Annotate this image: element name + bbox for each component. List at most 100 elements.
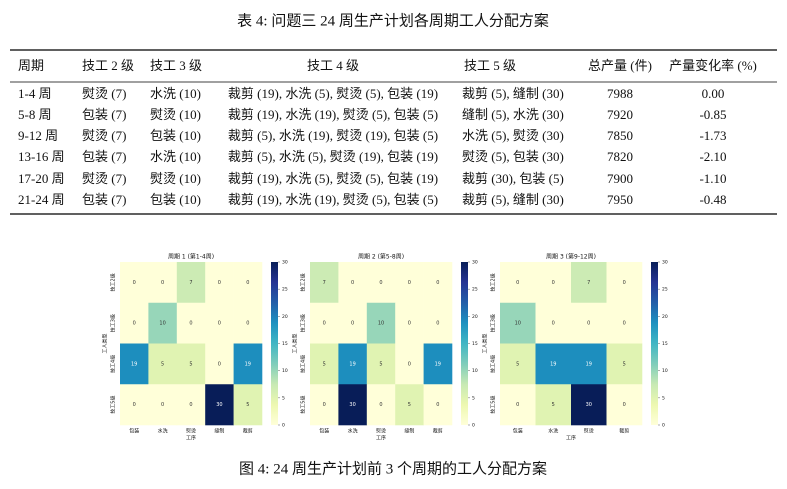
heatmap-cell — [338, 302, 368, 344]
cell-label: 0 — [623, 280, 626, 286]
x-tick-label: 裁剪 — [619, 428, 629, 435]
table-header-cell: 技工 5 级 — [464, 58, 516, 73]
cell-label: 30 — [216, 402, 222, 408]
heatmap-cell — [500, 384, 536, 426]
heatmap-cell — [395, 343, 424, 385]
table-header-cell: 技工 4 级 — [307, 58, 359, 73]
table-cell: 7988 — [607, 86, 633, 101]
table-cell: 熨烫 (7) — [82, 86, 126, 101]
colorbar-tick-label: 30 — [472, 260, 478, 266]
cell-label: 0 — [133, 321, 136, 327]
heatmap-cell — [366, 384, 396, 426]
y-axis-label: 工人类型 — [482, 333, 489, 353]
heatmap-cell — [120, 302, 149, 344]
heatmap-cell — [176, 343, 206, 385]
cell-label: 0 — [351, 321, 354, 327]
table-cell: 17-20 周 — [18, 171, 65, 186]
table-cell: 裁剪 (19), 水洗 (19), 熨烫 (5), 包装 (5) — [228, 107, 438, 122]
heatmap-cell — [423, 343, 453, 385]
figure-caption: 图 4: 24 周生产计划前 3 个周期的工人分配方案 — [239, 459, 547, 477]
heatmap-cell — [233, 384, 263, 426]
table-caption: 表 4: 问题三 24 周生产计划各周期工人分配方案 — [237, 11, 549, 29]
heatmap-cell — [205, 302, 234, 344]
cell-label: 0 — [218, 361, 221, 367]
table-cell: 13-16 周 — [18, 149, 65, 164]
table-cell: 1-4 周 — [18, 86, 52, 101]
cell-label: 0 — [161, 280, 164, 286]
heatmap-cell — [571, 343, 607, 385]
table-cell: 水洗 (10) — [150, 149, 201, 164]
table-cell: 包装 (7) — [82, 192, 126, 207]
table-cell: 裁剪 (5), 缝制 (30) — [462, 192, 564, 207]
y-tick-label: 技工4级 — [300, 355, 307, 373]
x-tick-label: 包装 — [319, 428, 329, 435]
table-cell: 7820 — [607, 149, 633, 164]
colorbar-tick-label: 5 — [472, 395, 475, 401]
heatmap-cell — [571, 302, 607, 344]
table-cell: 裁剪 (5), 水洗 (19), 熨烫 (19), 包装 (5) — [228, 128, 438, 143]
x-tick-label: 熨烫 — [584, 428, 594, 435]
x-tick-label: 熨烫 — [376, 428, 386, 435]
y-tick-label: 技工5级 — [300, 396, 307, 414]
x-tick-label: 包装 — [129, 428, 139, 435]
cell-label: 0 — [379, 280, 382, 286]
cell-label: 5 — [161, 361, 164, 367]
colorbar-tick-label: 20 — [282, 314, 288, 320]
heatmap-cell — [606, 302, 643, 344]
table-cell: 包装 (7) — [82, 107, 126, 122]
heatmap-cell — [176, 384, 206, 426]
x-axis-label: 工序 — [376, 435, 386, 442]
table-cell: 熨烫 (10) — [150, 107, 201, 122]
table-cell: 裁剪 (19), 水洗 (5), 熨烫 (5), 包装 (19) — [228, 86, 438, 101]
x-tick-label: 包装 — [513, 428, 523, 435]
y-tick-label: 技工5级 — [490, 396, 497, 414]
table-cell: 包装 (10) — [150, 192, 201, 207]
table-header-cell: 周期 — [18, 58, 44, 73]
colorbar — [651, 262, 658, 425]
colorbar-tick-label: 0 — [662, 423, 665, 429]
heatmap-cell — [395, 302, 424, 344]
colorbar — [461, 262, 468, 425]
colorbar-tick-label: 15 — [472, 341, 478, 347]
heatmap-cell — [535, 343, 572, 385]
x-tick-label: 缝制 — [214, 428, 224, 435]
heatmap-cell — [366, 302, 396, 344]
colorbar-tick-label: 30 — [662, 260, 668, 266]
colorbar-tick-label: 25 — [662, 287, 668, 293]
cell-label: 0 — [133, 280, 136, 286]
heatmap-cell — [571, 384, 607, 426]
heatmap-cell — [338, 384, 368, 426]
heatmap-cell — [205, 262, 234, 304]
y-axis-label: 工人类型 — [292, 333, 299, 353]
heatmap-cell — [148, 384, 178, 426]
y-tick-label: 技工2级 — [300, 273, 307, 291]
cell-label: 0 — [436, 280, 439, 286]
heatmap-cell — [606, 262, 643, 304]
cell-label: 0 — [516, 280, 519, 286]
cell-label: 5 — [246, 402, 249, 408]
colorbar-tick-label: 25 — [282, 287, 288, 293]
table-header-cell: 总产量 (件) — [588, 58, 652, 73]
y-tick-label: 技工3级 — [490, 314, 497, 332]
cell-label: 10 — [378, 321, 384, 327]
heatmap-cell — [366, 262, 396, 304]
table-cell: -0.48 — [699, 192, 726, 207]
y-tick-label: 技工2级 — [490, 273, 497, 291]
heatmap-cell — [423, 302, 453, 344]
colorbar — [271, 262, 278, 425]
table-cell: 7920 — [607, 107, 633, 122]
cell-label: 10 — [159, 321, 165, 327]
cell-label: 7 — [587, 280, 590, 286]
colorbar-tick-label: 25 — [472, 287, 478, 293]
cell-label: 19 — [131, 361, 137, 367]
table-cell: 熨烫 (7) — [82, 171, 126, 186]
cell-label: 0 — [133, 402, 136, 408]
heatmap-cell — [395, 262, 424, 304]
cell-label: 0 — [408, 280, 411, 286]
table-cell: 包装 (7) — [82, 149, 126, 164]
heatmap-cell — [205, 384, 234, 426]
heatmap-cell — [310, 343, 339, 385]
cell-label: 0 — [516, 402, 519, 408]
y-tick-label: 技工4级 — [490, 355, 497, 373]
heatmap-cell — [535, 302, 572, 344]
